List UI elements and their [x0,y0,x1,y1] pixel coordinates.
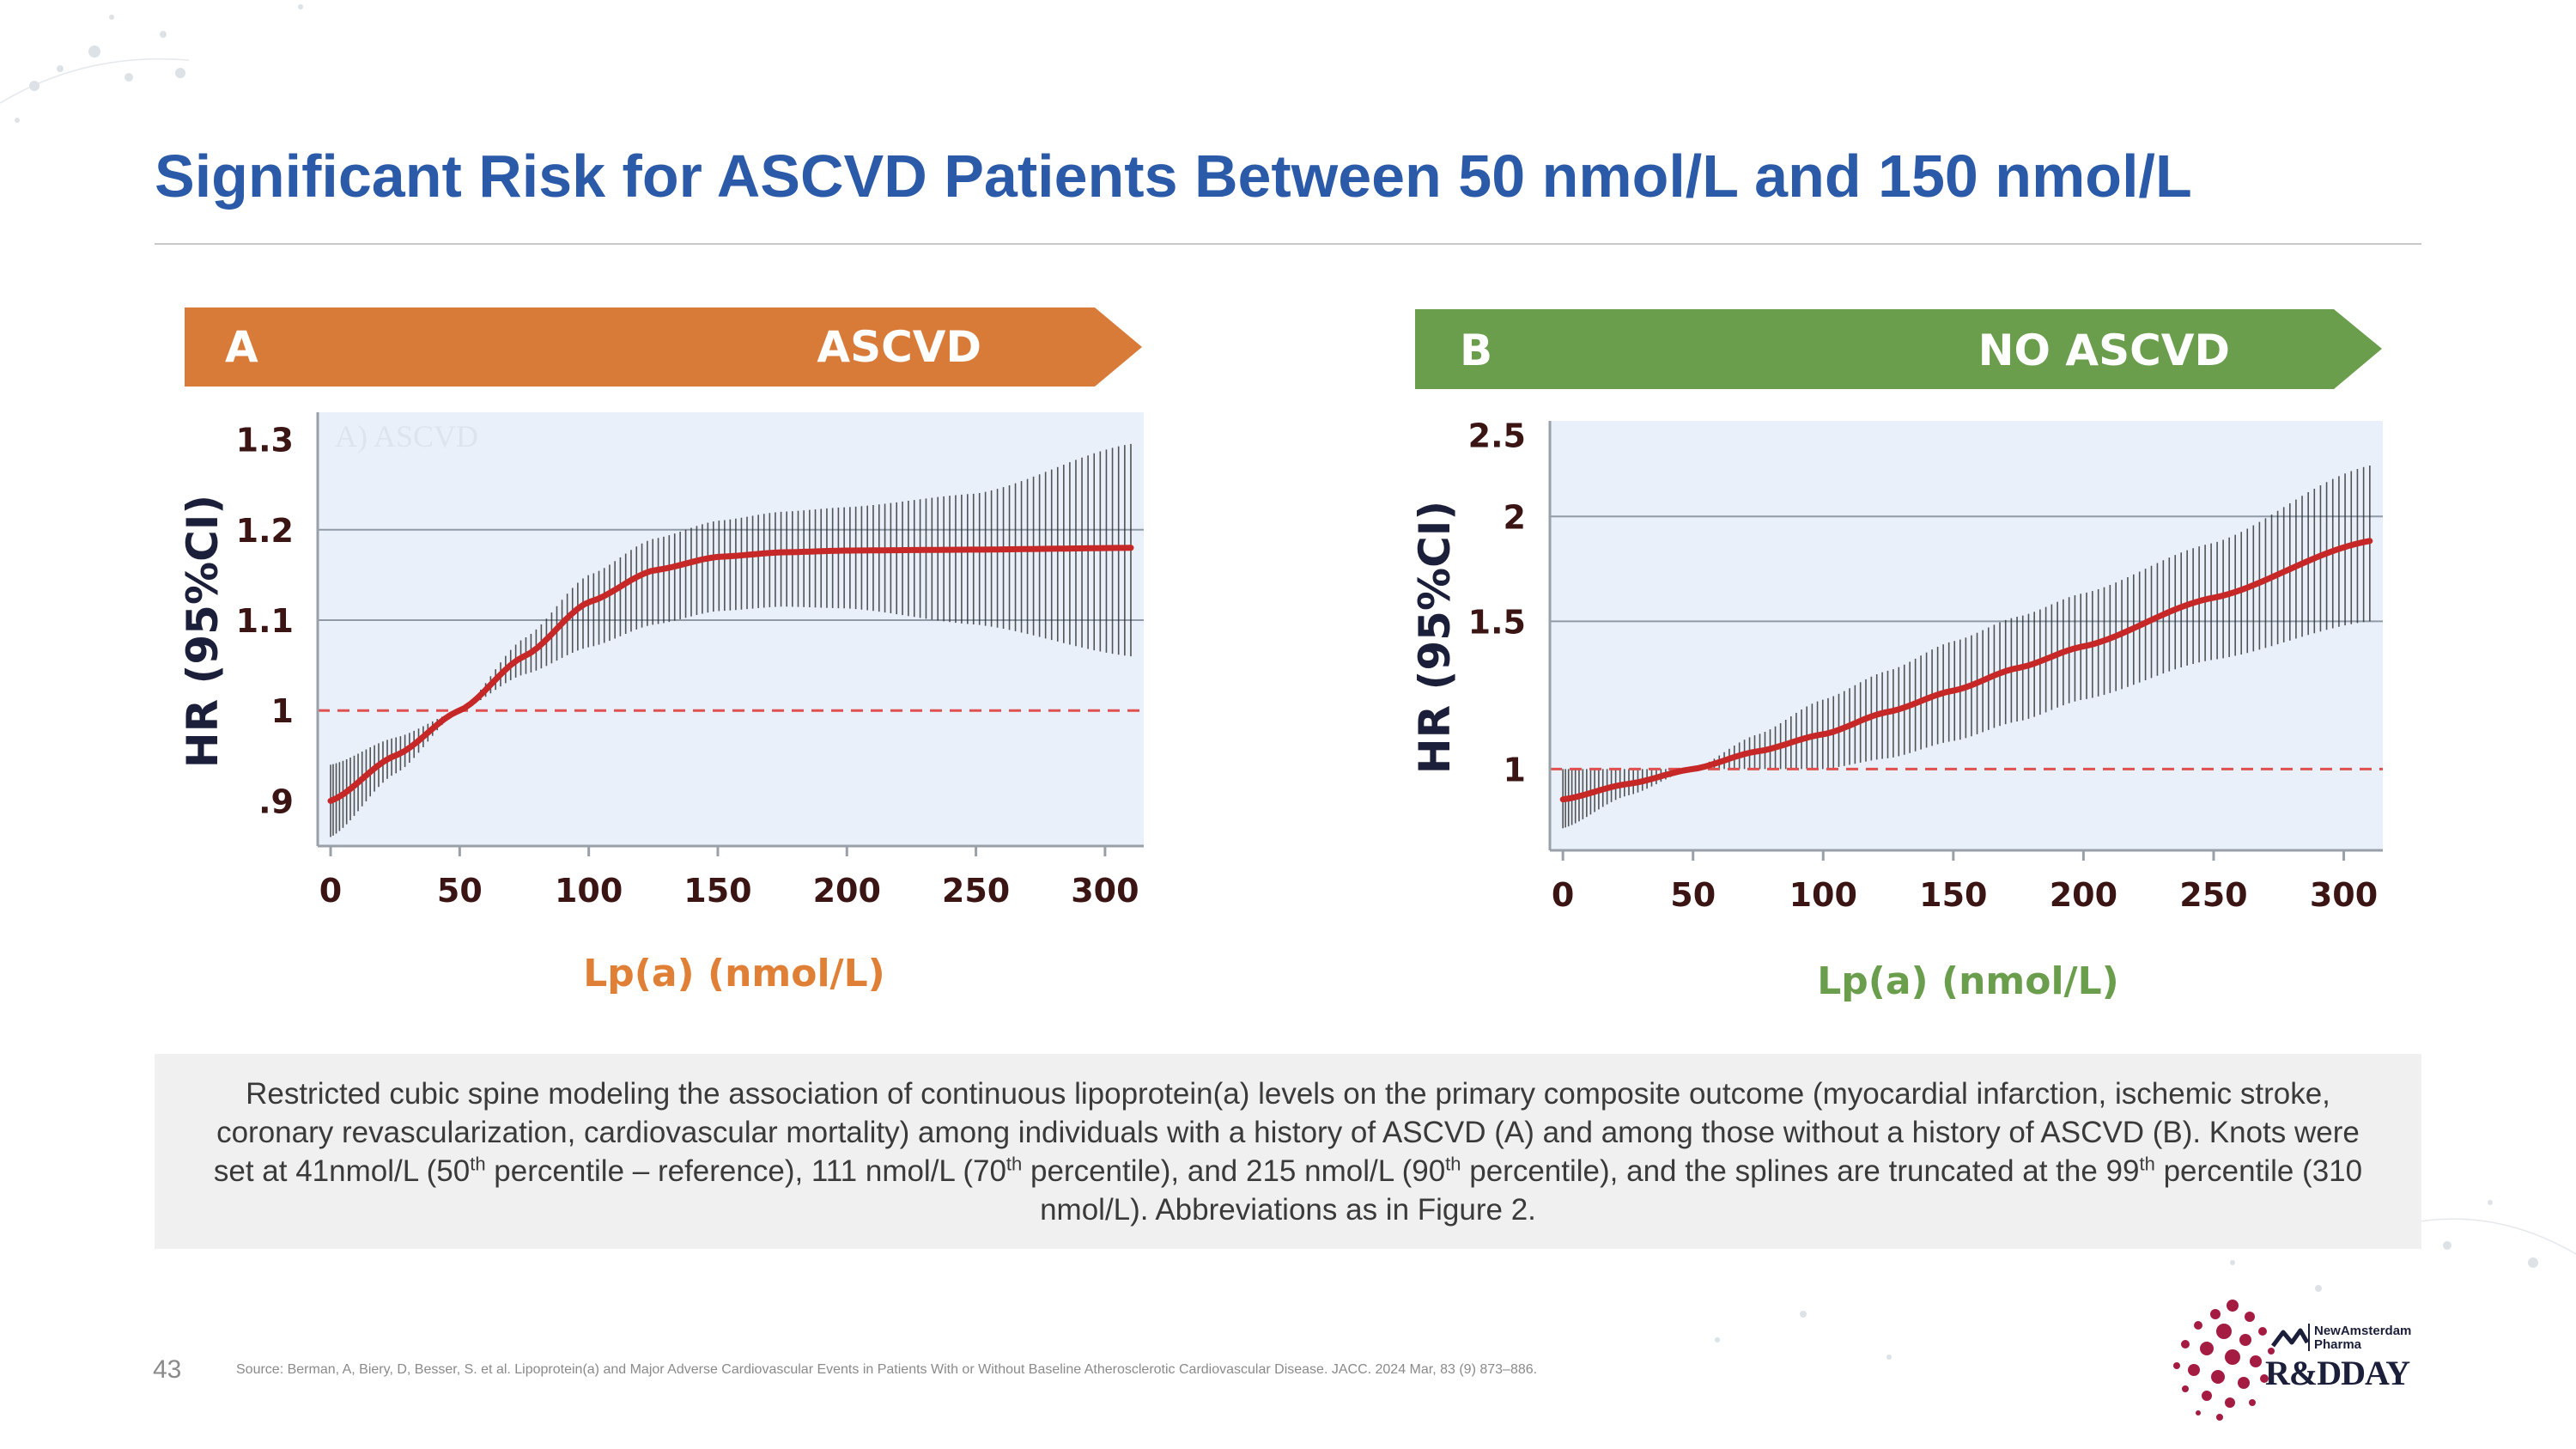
a-y-tick-label: 1.2 [236,512,294,550]
a-y-tick-label: 1.1 [236,602,294,640]
b-x-tick-label: 300 [2310,876,2378,914]
a-x-tick-label: 200 [813,872,881,910]
b-y-tick-label: 2 [1504,498,1526,536]
b-x-tick-label: 100 [1789,876,1857,914]
a-x-tick-label: 100 [555,872,623,910]
y-axis-label-b: HR (95%CI) [1410,501,1460,774]
brand-event: R&DDAY [2265,1354,2410,1392]
x-axis-label-b: Lp(a) (nmol/L) [1817,959,2119,1003]
watermark-a: A) ASCVD [335,419,478,454]
banner-label-no-ascvd: NO ASCVD [1978,326,2230,375]
b-x-tick-label: 150 [1919,876,1987,914]
a-x-tick-label: 50 [437,872,483,910]
figure-caption: Restricted cubic spine modeling the asso… [155,1054,2421,1249]
a-x-tick-label: 300 [1071,872,1139,910]
a-x-tick-label: 0 [319,872,342,910]
a-x-tick-label: 150 [683,872,751,910]
plot-area-a [318,412,1144,846]
page-number: 43 [153,1355,182,1384]
a-x-tick-label: 250 [942,872,1010,910]
banner-no-ascvd [1415,309,2382,389]
banner-label-ascvd: ASCVD [817,322,981,372]
brand-company: NewAmsterdam Pharma [2314,1324,2412,1352]
b-y-tick-label: 2.5 [1468,417,1526,455]
b-x-tick-label: 200 [2050,876,2117,914]
hr-curve-a [327,545,1134,804]
a-y-tick-label: 1 [271,692,294,730]
b-x-tick-label: 250 [2179,876,2247,914]
source-citation: Source: Berman, A, Biery, D, Besser, S. … [236,1362,1538,1377]
title-divider [155,243,2421,245]
a-y-tick-label: .9 [258,782,294,820]
b-y-tick-label: 1 [1504,751,1526,788]
page-title: Significant Risk for ASCVD Patients Betw… [155,143,2192,210]
a-y-tick-label: 1.3 [236,422,294,460]
banner-ascvd [185,307,1142,387]
b-x-tick-label: 50 [1670,876,1716,914]
brand-logo: NewAmsterdam Pharma R&DDAY [2160,1293,2434,1422]
hr-curve-b [1559,538,2373,803]
banner-letter-b: B [1460,326,1492,375]
molecule-icon [2173,1300,2310,1421]
x-axis-label-a: Lp(a) (nmol/L) [583,952,885,995]
brand-separator [2308,1324,2310,1351]
banner-letter-a: A [225,322,258,372]
b-x-tick-label: 0 [1552,876,1574,914]
y-axis-label-a: HR (95%CI) [178,495,228,768]
b-y-tick-label: 1.5 [1468,603,1526,641]
plot-area-b [1550,421,2383,850]
